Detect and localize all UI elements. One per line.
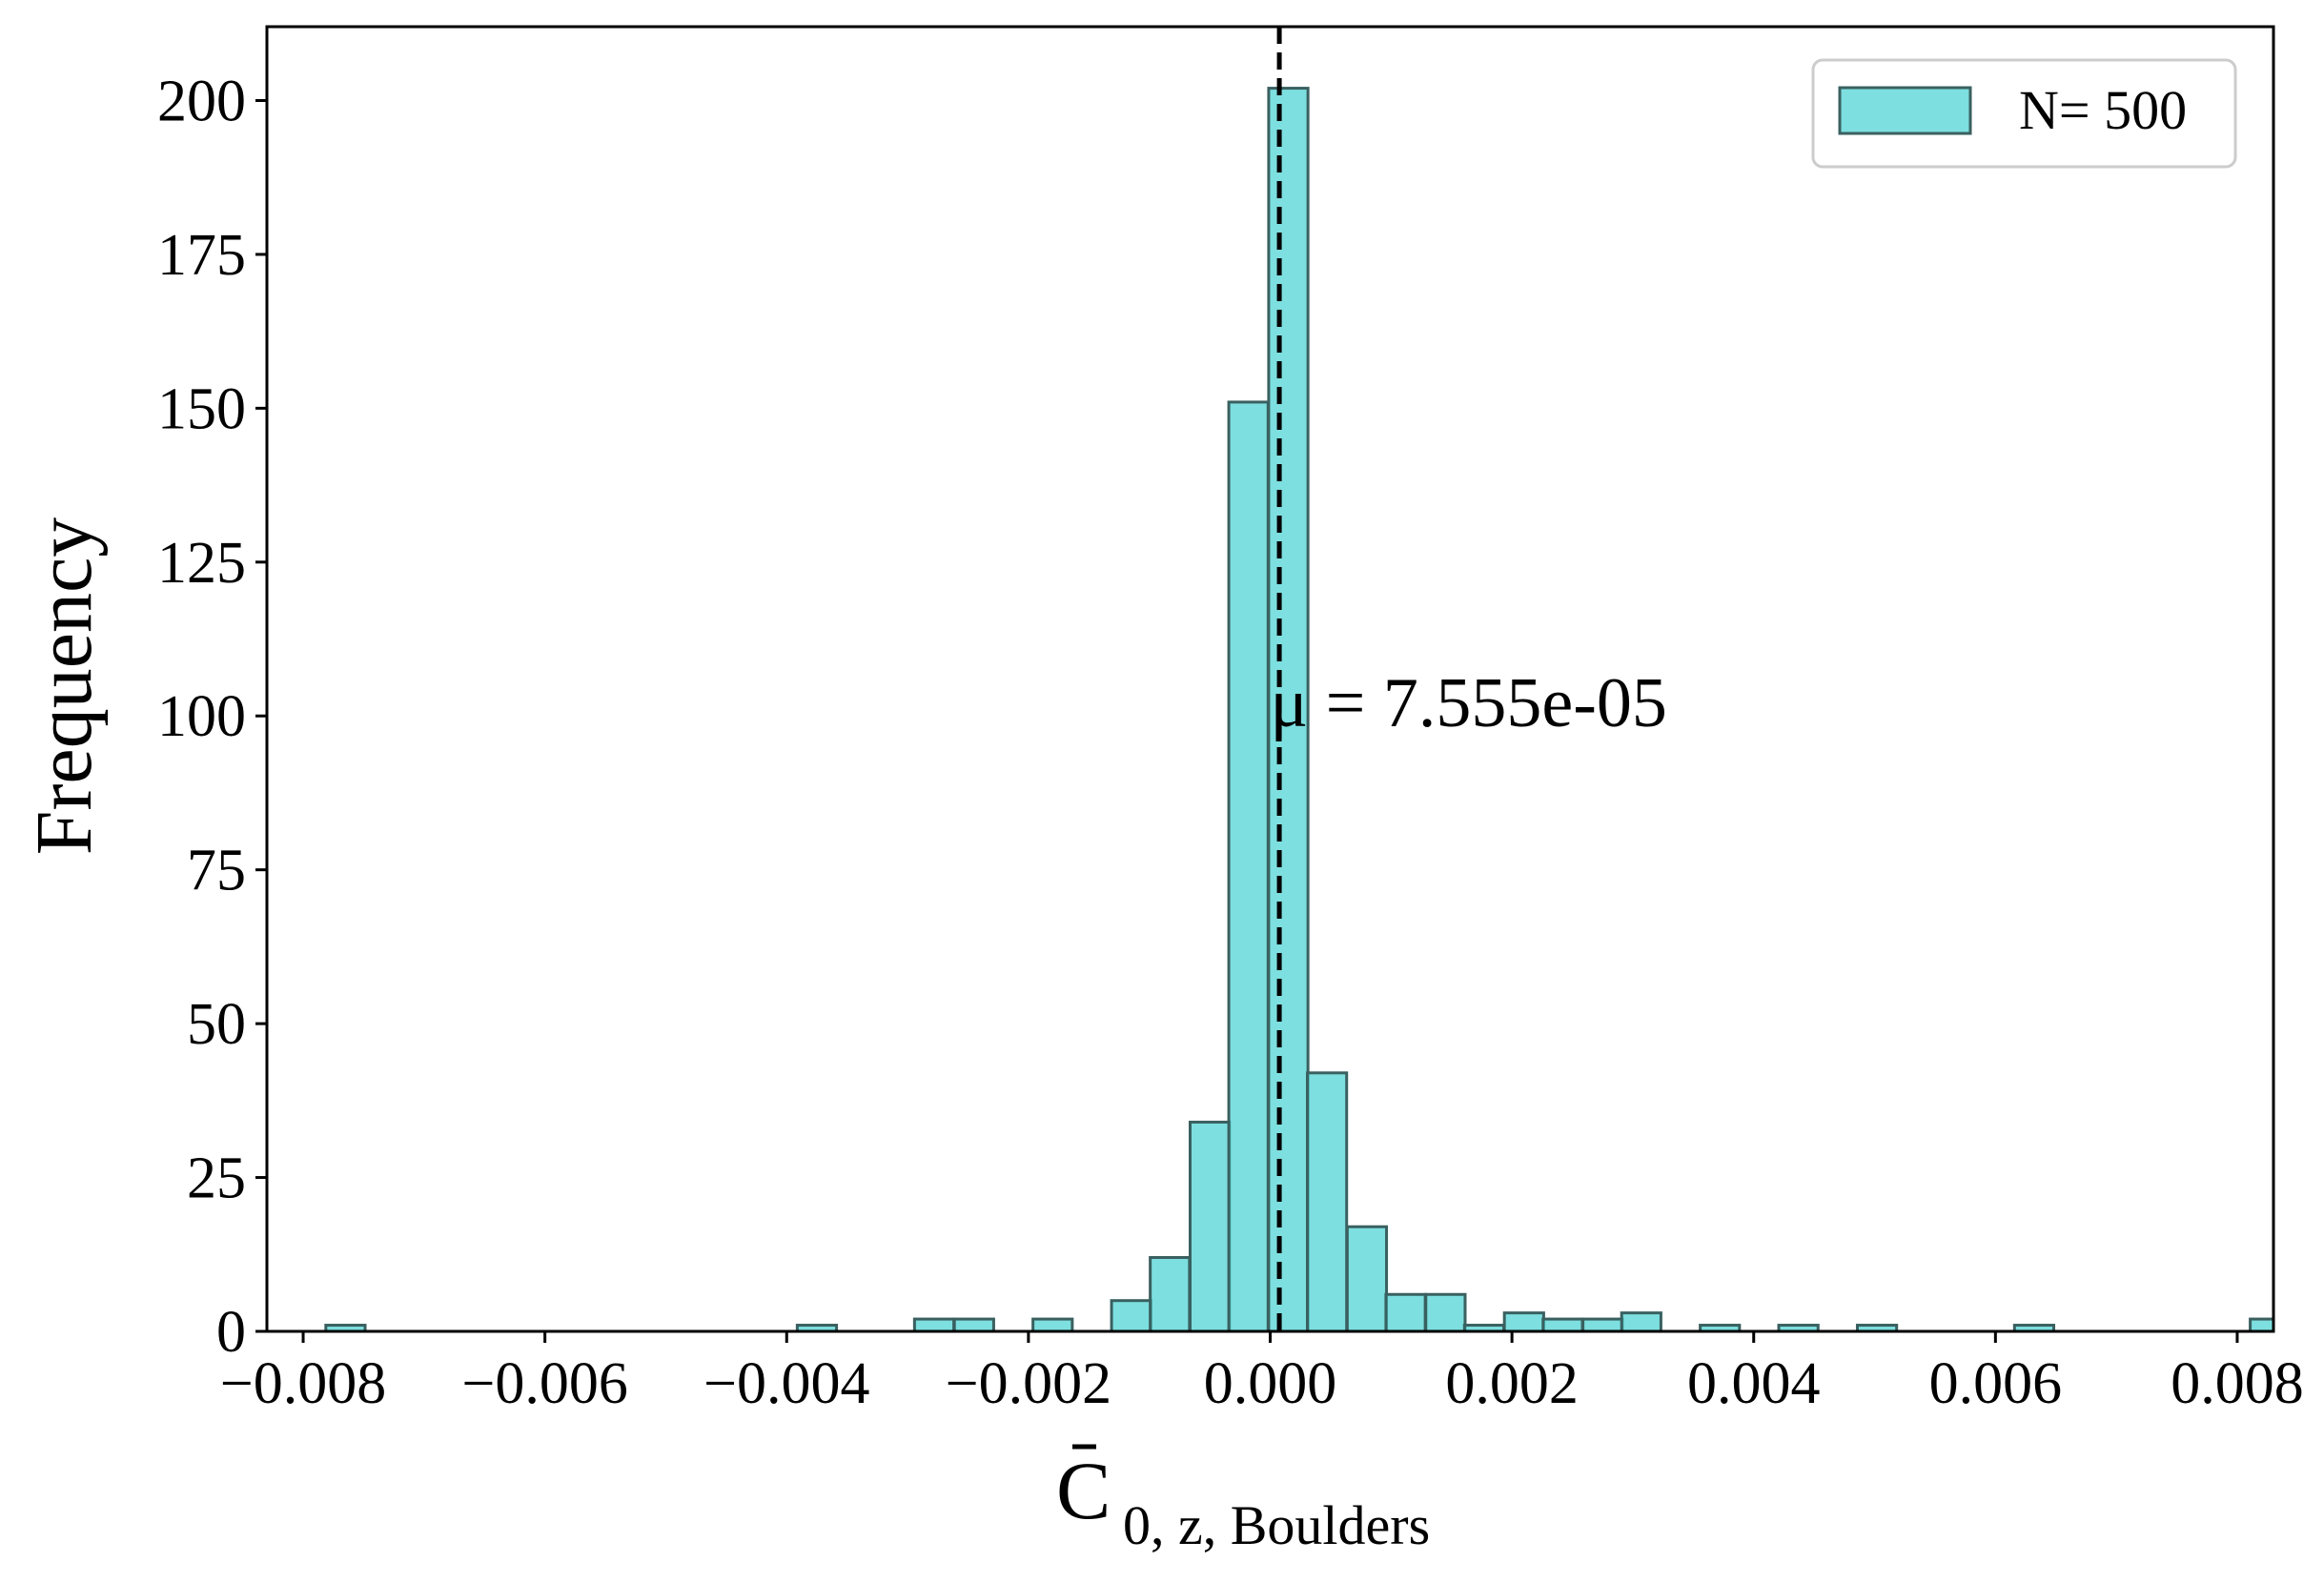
x-tick-label: 0.004 — [1687, 1351, 1821, 1416]
x-tick-label: −0.006 — [461, 1351, 627, 1416]
x-axis-label: C 0, z, Boulders — [1056, 1444, 1430, 1556]
histogram-bar — [1502, 1311, 1545, 1333]
histogram-bar — [1227, 400, 1270, 1333]
x-axis-ticks: −0.008 −0.006 −0.004 −0.002 0.000 0.002 0.004 0… — [220, 1331, 2304, 1416]
histogram-bar — [1581, 1317, 1624, 1333]
x-tick-label: −0.008 — [220, 1351, 386, 1416]
x-tick-label: 0.000 — [1204, 1351, 1337, 1416]
y-tick-label: 0 — [216, 1300, 246, 1365]
x-tick-label: −0.004 — [703, 1351, 869, 1416]
y-tick-label: 150 — [157, 376, 246, 441]
histogram-bar — [1110, 1299, 1152, 1333]
histogram-bar — [1149, 1256, 1192, 1333]
x-tick-label: 0.002 — [1445, 1351, 1579, 1416]
x-axis-label-main: C — [1056, 1445, 1111, 1536]
y-tick-label: 200 — [157, 69, 246, 133]
legend-swatch — [1838, 86, 1972, 135]
y-tick-label: 100 — [157, 684, 246, 749]
x-axis-label-subscript: 0, z, Boulders — [1123, 1494, 1430, 1556]
histogram-bars — [324, 87, 2275, 1333]
y-axis-ticks: 0 25 50 75 100 125 150 175 200 — [157, 69, 267, 1365]
histogram-bar — [952, 1317, 995, 1333]
histogram-bar — [1620, 1311, 1662, 1333]
histogram-bar — [1267, 87, 1310, 1333]
y-axis-label: Frequency — [20, 517, 109, 856]
y-tick-label: 25 — [187, 1146, 246, 1211]
histogram-bar — [2249, 1317, 2275, 1333]
y-tick-label: 75 — [187, 839, 246, 903]
legend: N= 500 — [1811, 58, 2237, 169]
histogram-bar — [1031, 1317, 1074, 1333]
histogram-bar — [1188, 1120, 1232, 1333]
histogram-bar — [1345, 1225, 1389, 1333]
histogram-bar — [1384, 1292, 1427, 1333]
y-tick-label: 125 — [157, 531, 246, 596]
x-tick-label: −0.002 — [946, 1351, 1111, 1416]
histogram-bar — [912, 1317, 956, 1333]
y-tick-label: 50 — [187, 992, 246, 1057]
legend-label: N= 500 — [2019, 79, 2187, 141]
x-tick-label: 0.008 — [2171, 1351, 2304, 1416]
histogram-bar — [1541, 1317, 1584, 1333]
histogram-bar — [1424, 1292, 1467, 1333]
mean-annotation: μ = 7.555e-05 — [1271, 664, 1667, 742]
x-tick-label: 0.006 — [1929, 1351, 2063, 1416]
y-tick-label: 175 — [157, 223, 246, 288]
histogram-bar — [1305, 1071, 1349, 1333]
